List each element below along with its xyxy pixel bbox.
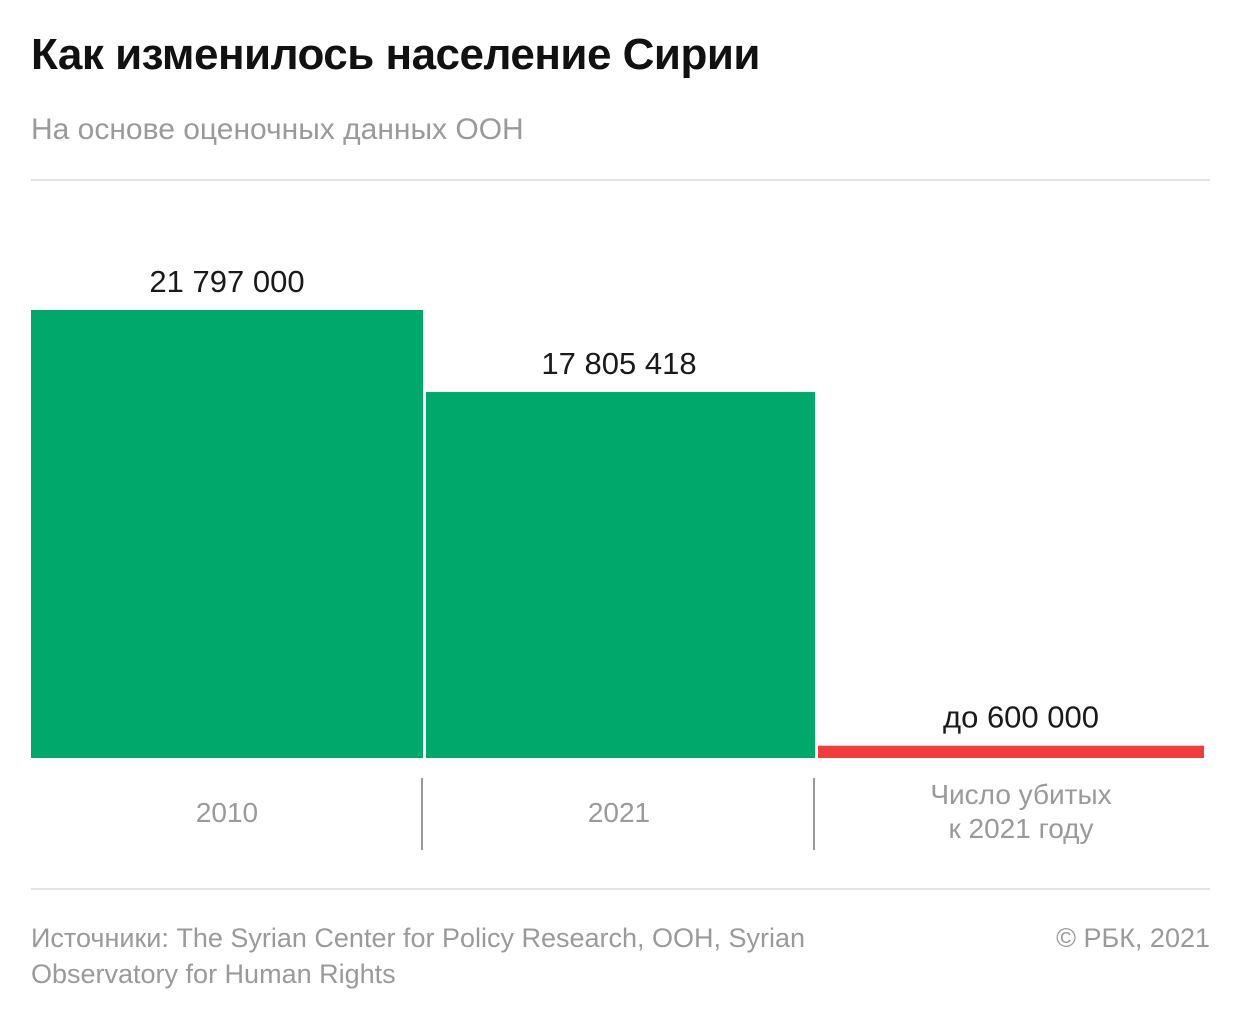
value-label-2: 17 805 418	[541, 346, 696, 381]
copyright: © РБК, 2021	[1056, 923, 1210, 953]
category-label-1: 2010	[196, 797, 258, 828]
chart-title: Как изменилось население Сирии	[31, 30, 760, 79]
bottom-divider	[31, 888, 1210, 890]
bar-1	[31, 310, 423, 758]
top-divider	[31, 179, 1210, 181]
category-label-3: Число убитых к 2021 году	[930, 779, 1111, 844]
chart-subtitle: На основе оценочных данных ООН	[31, 113, 524, 146]
sources-note: Источники: The Syrian Center for Policy …	[31, 923, 806, 989]
value-label-3: до 600 000	[943, 700, 1099, 735]
bar-2	[426, 392, 815, 758]
value-label-1: 21 797 000	[149, 264, 304, 299]
category-label-2: 2021	[588, 797, 650, 828]
bar-3	[818, 745, 1204, 758]
